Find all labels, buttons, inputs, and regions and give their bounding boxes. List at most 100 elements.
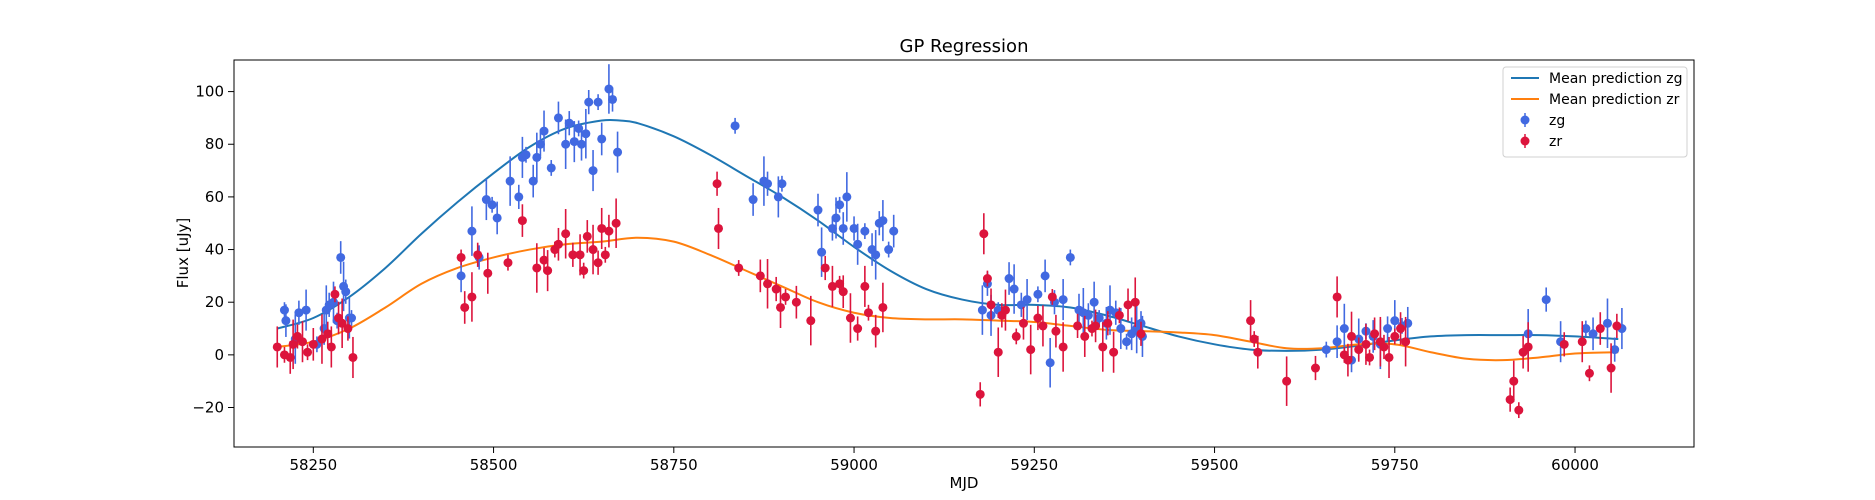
zr-point-75 — [1080, 315, 1090, 357]
zg-marker-37 — [581, 129, 591, 139]
zr-marker-102 — [1396, 324, 1406, 334]
zr-marker-79 — [1103, 318, 1113, 328]
zr-marker-42 — [755, 271, 765, 281]
zg-marker-23 — [514, 192, 524, 202]
zr-point-62 — [986, 288, 996, 322]
legend-label-zr-line: Mean prediction zr — [1549, 92, 1680, 108]
zg-point-9 — [328, 281, 338, 323]
zg-marker-41 — [597, 134, 607, 144]
zg-point-56 — [838, 212, 848, 245]
zr-point-68 — [1026, 324, 1036, 375]
zr-point-54 — [853, 316, 863, 341]
zr-marker-92 — [1343, 355, 1353, 365]
zg-point-57 — [842, 172, 852, 222]
zr-point-46 — [781, 289, 791, 305]
zr-point-71 — [1047, 289, 1057, 305]
zr-marker-90 — [1332, 292, 1342, 302]
zr-point-35 — [597, 207, 607, 250]
zg-point-19 — [481, 178, 491, 221]
zr-marker-81 — [1114, 310, 1124, 320]
zr-marker-63 — [993, 347, 1003, 357]
zg-point-27 — [532, 132, 542, 183]
zr-point-112 — [1595, 312, 1605, 345]
zr-marker-10 — [326, 342, 336, 352]
legend-label-zg-line: Mean prediction zg — [1549, 71, 1683, 87]
zr-marker-43 — [763, 279, 773, 289]
zr-marker-93 — [1347, 331, 1357, 341]
zg-marker-110 — [1581, 324, 1591, 334]
zr-marker-47 — [791, 297, 801, 307]
y-tick-label-5: 80 — [205, 135, 224, 153]
y-axis-label: Flux [uJy] — [174, 218, 192, 288]
zr-marker-100 — [1384, 352, 1394, 362]
zg-marker-16 — [456, 271, 466, 281]
zr-marker-7 — [308, 339, 318, 349]
zg-point-76 — [1040, 259, 1050, 293]
zr-point-28 — [561, 209, 571, 259]
zr-marker-113 — [1606, 363, 1616, 373]
zg-marker-1 — [281, 316, 291, 326]
zg-marker-46 — [748, 195, 758, 205]
zr-point-18 — [467, 272, 477, 322]
zg-point-84 — [1089, 281, 1099, 323]
zg-marker-28 — [535, 139, 545, 149]
zr-point-31 — [579, 262, 589, 279]
zg-marker-49 — [773, 192, 783, 202]
zr-marker-74 — [1073, 321, 1083, 331]
zr-marker-30 — [575, 250, 585, 260]
zg-marker-59 — [853, 239, 863, 249]
zg-marker-27 — [532, 152, 542, 162]
zr-marker-41 — [734, 263, 744, 273]
zg-marker-21 — [492, 213, 502, 223]
zg-marker-55 — [835, 200, 845, 210]
zr-marker-82 — [1123, 300, 1133, 310]
zg-marker-89 — [1116, 324, 1126, 334]
zr-point-33 — [588, 224, 598, 275]
zg-point-44 — [613, 131, 623, 173]
zg-marker-26 — [528, 176, 538, 186]
zr-marker-108 — [1523, 342, 1533, 352]
zg-point-25 — [521, 146, 531, 163]
zg-point-13 — [341, 279, 351, 304]
zr-point-110 — [1577, 321, 1587, 363]
zg-marker-40 — [593, 97, 603, 107]
zr-marker-3 — [288, 339, 298, 349]
zr-marker-67 — [1018, 318, 1028, 328]
zr-point-37 — [604, 214, 614, 248]
zg-marker-58 — [849, 223, 859, 233]
x-tick-label-3: 59000 — [830, 456, 878, 474]
zr-marker-39 — [712, 179, 722, 189]
zg-point-23 — [514, 184, 524, 210]
zr-point-60 — [979, 213, 989, 255]
zr-marker-80 — [1109, 347, 1119, 357]
zr-point-48 — [806, 295, 816, 346]
zg-marker-19 — [481, 195, 491, 205]
zr-point-39 — [712, 171, 722, 196]
zg-point-97 — [1339, 303, 1349, 354]
zg-marker-67 — [977, 305, 987, 315]
zg-marker-84 — [1089, 297, 1099, 307]
zg-point-62 — [871, 230, 881, 280]
zr-marker-23 — [532, 263, 542, 273]
zr-marker-106 — [1514, 405, 1524, 415]
zr-marker-6 — [303, 347, 313, 357]
zr-marker-75 — [1080, 331, 1090, 341]
zr-point-109 — [1559, 332, 1569, 357]
zg-point-103 — [1383, 316, 1393, 341]
zg-point-33 — [564, 111, 574, 136]
zr-marker-15 — [348, 352, 358, 362]
zr-marker-55 — [860, 281, 870, 291]
y-tick-label-1: 0 — [214, 346, 224, 364]
zr-marker-72 — [1051, 326, 1061, 336]
zg-point-64 — [878, 200, 888, 242]
zg-point-3 — [294, 300, 304, 325]
zr-point-20 — [483, 252, 493, 294]
y-tick-label-6: 100 — [195, 83, 224, 101]
zr-marker-68 — [1026, 345, 1036, 355]
zr-marker-111 — [1584, 368, 1594, 378]
zr-marker-86 — [1249, 334, 1259, 344]
zr-point-32 — [582, 220, 592, 253]
zr-point-111 — [1584, 365, 1594, 382]
zg-marker-42 — [604, 84, 614, 94]
